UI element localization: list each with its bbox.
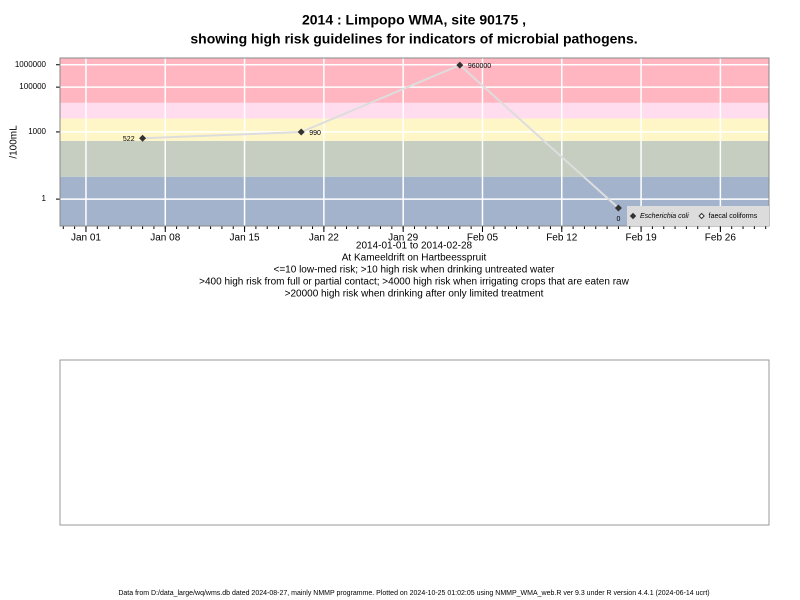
note: At Kameeldrift on Hartbeesspruit: [342, 253, 487, 264]
y-axis-label: /100mL: [9, 125, 20, 159]
note: <=10 low-med risk; >10 high risk when dr…: [274, 265, 556, 276]
x-tick-label: Jan 15: [230, 233, 260, 244]
y-tick-label: 1000: [28, 127, 46, 136]
x-tick-label: Feb 26: [705, 233, 737, 244]
x-tick-label: Jan 22: [309, 233, 339, 244]
note: >400 high risk from full or partial cont…: [199, 277, 629, 288]
x-tick-label: Feb 19: [626, 233, 658, 244]
legend: Escherichia coli faecal coliforms: [627, 206, 769, 226]
legend-marker: [629, 212, 637, 220]
risk-band: [60, 140, 769, 177]
x-tick-label: Feb 05: [467, 233, 499, 244]
series-line: [142, 63, 620, 209]
note: 2014-01-01 to 2014-02-28: [356, 241, 473, 252]
y-tick-label: 1000000: [15, 60, 47, 69]
plot-frame: [59, 57, 770, 227]
legend-marker: [698, 212, 705, 220]
risk-band: [60, 102, 769, 119]
y-tick-label: 100000: [19, 82, 46, 91]
legend-label: faecal coliforms: [709, 213, 758, 220]
chart-subtitle: showing high risk guidelines for indicat…: [190, 31, 637, 47]
note: >20000 high risk when drinking after onl…: [285, 289, 544, 300]
footer: Data from D:/data_large/wq/wms.db dated …: [118, 590, 709, 597]
empty-panel: [59, 359, 770, 526]
value-label: 0: [616, 216, 620, 223]
chart-title: 2014 : Limpopo WMA, site 90175 ,: [302, 12, 526, 28]
x-tick-label: Feb 12: [546, 233, 578, 244]
value-label: 960000: [468, 63, 491, 70]
x-tick-label: Jan 08: [150, 233, 180, 244]
y-tick-label: 1: [42, 194, 47, 203]
data-point: [139, 134, 147, 142]
legend-label: Escherichia coli: [640, 213, 689, 220]
value-label: 990: [309, 130, 321, 137]
x-tick-label: Jan 01: [71, 233, 101, 244]
data-point: [614, 204, 622, 212]
data-point: [297, 128, 305, 136]
value-label: 522: [123, 136, 135, 143]
data-point: [456, 61, 464, 69]
legend-box: [627, 206, 769, 226]
x-tick-label: Jan 29: [388, 233, 418, 244]
